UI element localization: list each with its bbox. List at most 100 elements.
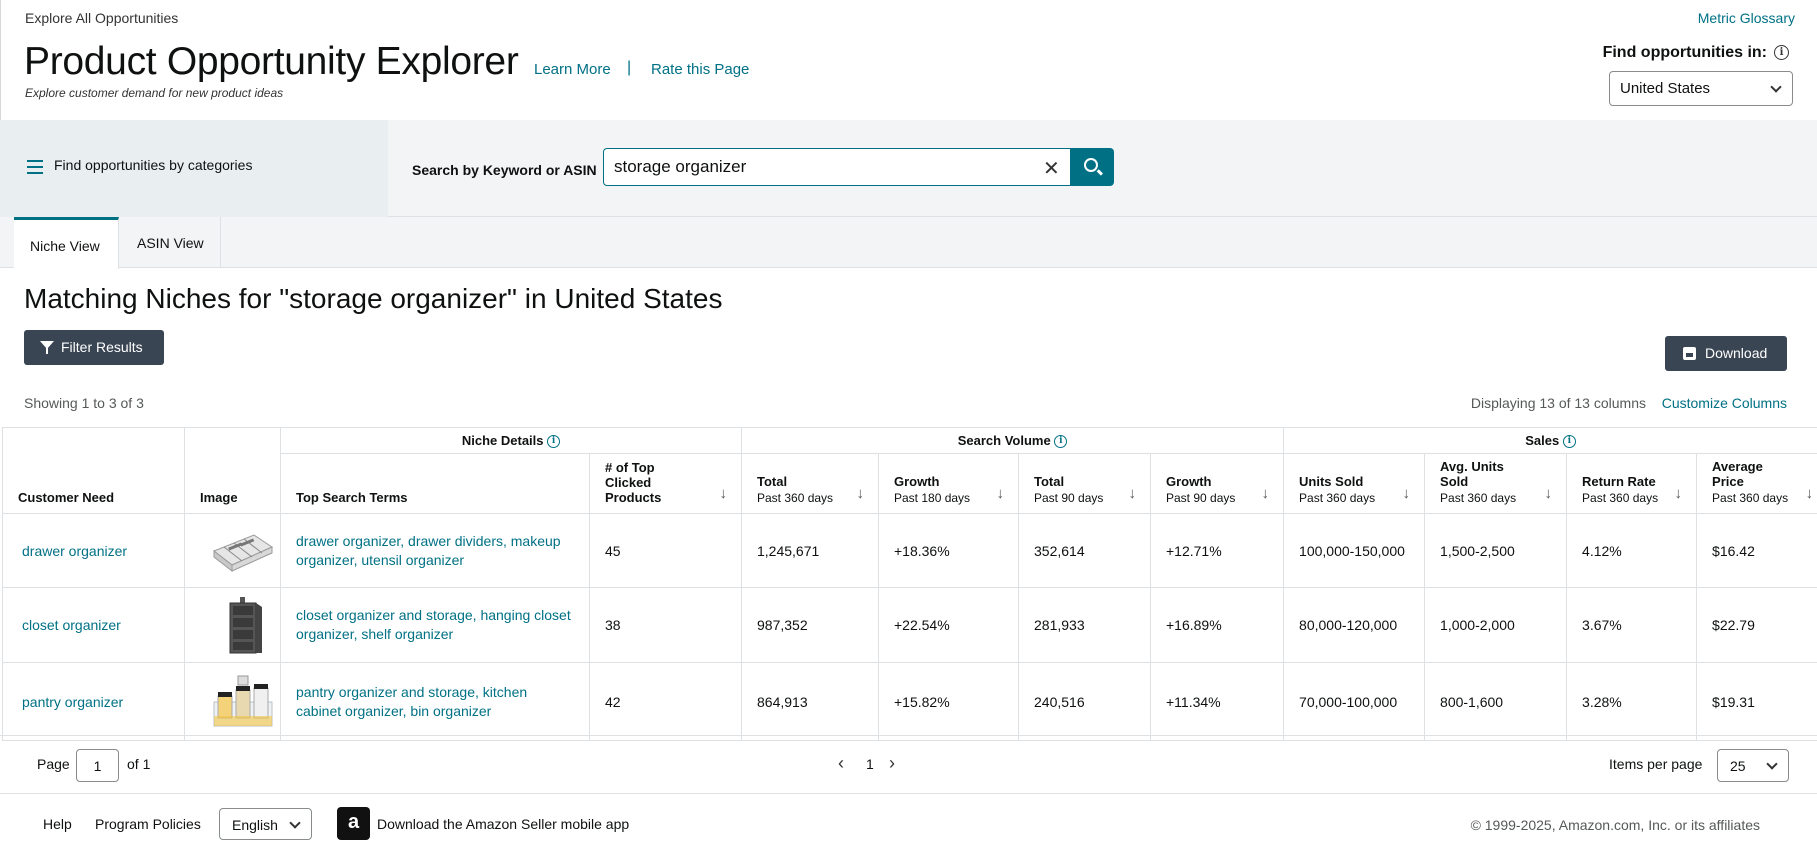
header-spacer <box>2 427 185 454</box>
drawer-organizer-image[interactable] <box>210 520 276 581</box>
items-per-page-select[interactable]: 25 <box>1717 749 1789 782</box>
group-sales: Sales i <box>1283 427 1817 454</box>
sort-arrow-icon[interactable]: ↓ <box>996 485 1005 502</box>
col-return-rate[interactable]: Return Rate Past 360 days ↓ <box>1566 453 1698 514</box>
table-row: drawer organizer drawer organizer, drawe… <box>2 513 1817 588</box>
chevron-left-icon[interactable]: ‹ <box>838 753 844 773</box>
page-number-input[interactable]: 1 <box>76 749 119 782</box>
rate-page-link[interactable]: Rate this Page <box>651 61 750 78</box>
col-top-search-terms[interactable]: Top Search Terms <box>280 453 590 514</box>
info-icon[interactable]: i <box>1774 45 1789 60</box>
units-sold-cell: 70,000-100,000 <box>1283 662 1426 741</box>
download-label: Download <box>1705 345 1768 361</box>
sort-arrow-icon[interactable]: ↓ <box>1544 485 1553 502</box>
search-input[interactable]: storage organizer <box>603 148 1071 186</box>
country-select[interactable]: United States <box>1609 71 1793 106</box>
avg-units-cell: 1,500-2,500 <box>1424 513 1568 588</box>
current-page[interactable]: 1 <box>866 756 874 772</box>
search-terms-link[interactable]: pantry organizer and storage, kitchen ca… <box>296 683 528 719</box>
clear-search-icon[interactable]: ✕ <box>1043 158 1060 180</box>
col-sublabel: Past 360 days <box>1299 491 1376 505</box>
col-top-clicked[interactable]: # of Top Clicked Products ↓ <box>589 453 742 514</box>
sv-growth-90-cell: +16.89% <box>1149 587 1285 663</box>
sv-growth-90-cell: +11.34% <box>1149 662 1285 741</box>
sort-arrow-icon[interactable]: ↓ <box>1402 485 1411 502</box>
categories-panel[interactable]: Find opportunities by categories <box>0 120 388 217</box>
customize-columns-link[interactable]: Customize Columns <box>1661 395 1787 411</box>
info-icon[interactable]: i <box>1562 435 1576 449</box>
chevron-down-icon <box>289 817 301 829</box>
search-icon <box>1084 158 1098 172</box>
info-icon[interactable]: i <box>1054 435 1068 449</box>
sv-growth-180-cell: +15.82% <box>878 662 1019 741</box>
search-terms-cell: pantry organizer and storage, kitchen ca… <box>280 662 590 741</box>
col-sublabel: Past 90 days <box>1034 491 1104 505</box>
sort-arrow-icon[interactable]: ↓ <box>1261 485 1270 502</box>
col-sv-total-360[interactable]: Total Past 360 days ↓ <box>741 453 879 514</box>
sv-growth-180-cell: +22.54% <box>878 587 1019 663</box>
download-app-link[interactable]: Download the Amazon Seller mobile app <box>377 816 630 832</box>
table-row: pantry organizer pantry organizer and st… <box>2 662 1817 741</box>
sv-total-360-cell: 987,352 <box>741 587 879 663</box>
sv-total-90-cell: 240,516 <box>1018 662 1151 741</box>
program-policies-link[interactable]: Program Policies <box>95 816 201 832</box>
col-avg-price[interactable]: Average Price Past 360 days ↓ <box>1696 453 1817 514</box>
chevron-down-icon <box>1766 758 1778 770</box>
page-label: Page <box>37 756 70 772</box>
help-link[interactable]: Help <box>43 816 72 832</box>
page-subtitle: Explore customer demand for new product … <box>25 86 284 100</box>
sv-total-90-cell: 352,614 <box>1018 513 1151 588</box>
save-icon <box>1683 347 1696 360</box>
customer-need-link[interactable]: drawer organizer <box>22 542 128 559</box>
results-heading: Matching Niches for "storage organizer" … <box>24 283 723 314</box>
col-sv-growth-180[interactable]: Growth Past 180 days ↓ <box>878 453 1019 514</box>
col-top-clicked-label: # of Top Clicked Products <box>605 460 662 505</box>
sort-arrow-icon[interactable]: ↓ <box>856 485 865 502</box>
col-label: Avg. Units Sold <box>1440 459 1504 489</box>
return-rate-cell: 3.28% <box>1566 662 1698 741</box>
info-icon[interactable]: i <box>547 435 561 449</box>
filter-results-button[interactable]: Filter Results <box>24 330 164 365</box>
sort-arrow-icon[interactable]: ↓ <box>1674 485 1683 502</box>
sort-arrow-icon[interactable]: ↓ <box>1128 485 1137 502</box>
metric-glossary-link[interactable]: Metric Glossary <box>1697 10 1795 26</box>
breadcrumb-explore-all[interactable]: Explore All Opportunities <box>25 10 179 26</box>
sort-arrow-icon[interactable]: ↓ <box>719 485 728 502</box>
search-terms-link[interactable]: closet organizer and storage, hanging cl… <box>296 607 571 642</box>
sort-arrow-icon[interactable]: ↓ <box>1805 485 1814 502</box>
group-niche-details-label: Niche Details <box>461 432 544 448</box>
avg-units-cell: 800-1,600 <box>1424 662 1568 741</box>
avg-price-cell: $22.79 <box>1696 587 1817 663</box>
col-label: Return Rate <box>1582 474 1656 489</box>
col-label: Growth <box>1166 474 1212 489</box>
customer-need-link[interactable]: closet organizer <box>22 617 121 633</box>
col-label: Units Sold <box>1299 474 1364 489</box>
tab-asin-view[interactable]: ASIN View <box>121 217 221 268</box>
items-per-page-value: 25 <box>1730 758 1746 774</box>
search-terms-link[interactable]: drawer organizer, drawer dividers, makeu… <box>296 532 561 568</box>
search-terms-cell: closet organizer and storage, hanging cl… <box>280 587 590 663</box>
amazon-app-icon[interactable]: a <box>337 807 370 840</box>
col-avg-units[interactable]: Avg. Units Sold Past 360 days ↓ <box>1424 453 1568 514</box>
view-tabs: Niche View ASIN View <box>0 217 1817 269</box>
pagination: Page 1 of 1 ‹ 1 › Items per page 25 <box>0 735 1817 793</box>
page-header: Explore All Opportunities Metric Glossar… <box>0 0 1817 120</box>
col-sublabel: Past 360 days <box>1712 491 1789 505</box>
units-sold-cell: 100,000-150,000 <box>1283 513 1426 588</box>
customer-need-link[interactable]: pantry organizer <box>22 693 124 710</box>
tab-niche-view[interactable]: Niche View <box>14 217 119 269</box>
search-button[interactable] <box>1071 148 1114 186</box>
search-label: Search by Keyword or ASIN <box>412 162 597 178</box>
chevron-right-icon[interactable]: › <box>889 753 895 773</box>
learn-more-link[interactable]: Learn More <box>534 61 611 78</box>
col-sv-total-90[interactable]: Total Past 90 days ↓ <box>1018 453 1151 514</box>
language-select[interactable]: English <box>219 808 312 840</box>
group-search-volume: Search Volume i <box>740 427 1285 454</box>
closet-organizer-image[interactable] <box>210 595 276 655</box>
pantry-organizer-image[interactable] <box>210 671 276 732</box>
download-button[interactable]: Download <box>1665 336 1787 371</box>
col-label: Average Price <box>1712 459 1763 489</box>
col-customer-need[interactable]: Customer Need <box>2 453 185 514</box>
col-units-sold[interactable]: Units Sold Past 360 days ↓ <box>1283 453 1426 514</box>
col-sv-growth-90[interactable]: Growth Past 90 days ↓ <box>1149 453 1285 514</box>
